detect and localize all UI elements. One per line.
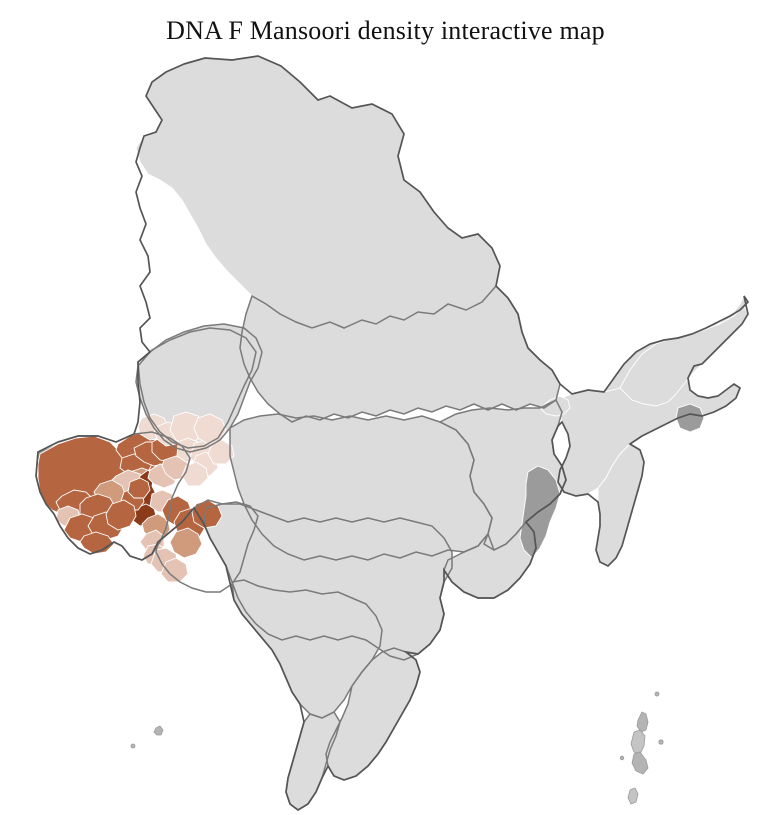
- page-title: DNA F Mansoori density interactive map: [166, 16, 605, 45]
- choropleth-districts-layer[interactable]: [38, 412, 234, 582]
- base-districts-layer: [136, 56, 748, 810]
- island-lakshadweep-2: [131, 744, 135, 748]
- island-andaman-north: [637, 712, 648, 732]
- island-dot-3: [620, 756, 624, 760]
- district-bhavnagar[interactable]: [106, 500, 136, 530]
- india-choropleth-map[interactable]: [0, 52, 771, 815]
- islands-layer: [131, 692, 665, 815]
- map-svg[interactable]: [0, 52, 771, 815]
- island-dot-1: [655, 692, 659, 696]
- island-nicobar-1: [628, 788, 638, 804]
- island-dot-2: [659, 740, 663, 744]
- district-ratlam[interactable]: [208, 440, 234, 464]
- district-jalgaon[interactable]: [192, 500, 222, 528]
- district-kheda[interactable]: [128, 478, 150, 498]
- district-thane[interactable]: [161, 558, 188, 582]
- island-andaman-south: [632, 752, 648, 774]
- island-andaman-mid: [631, 730, 645, 754]
- district-nashik[interactable]: [170, 528, 202, 558]
- country-outline-layer: [36, 56, 748, 810]
- island-lakshadweep-1: [154, 726, 163, 735]
